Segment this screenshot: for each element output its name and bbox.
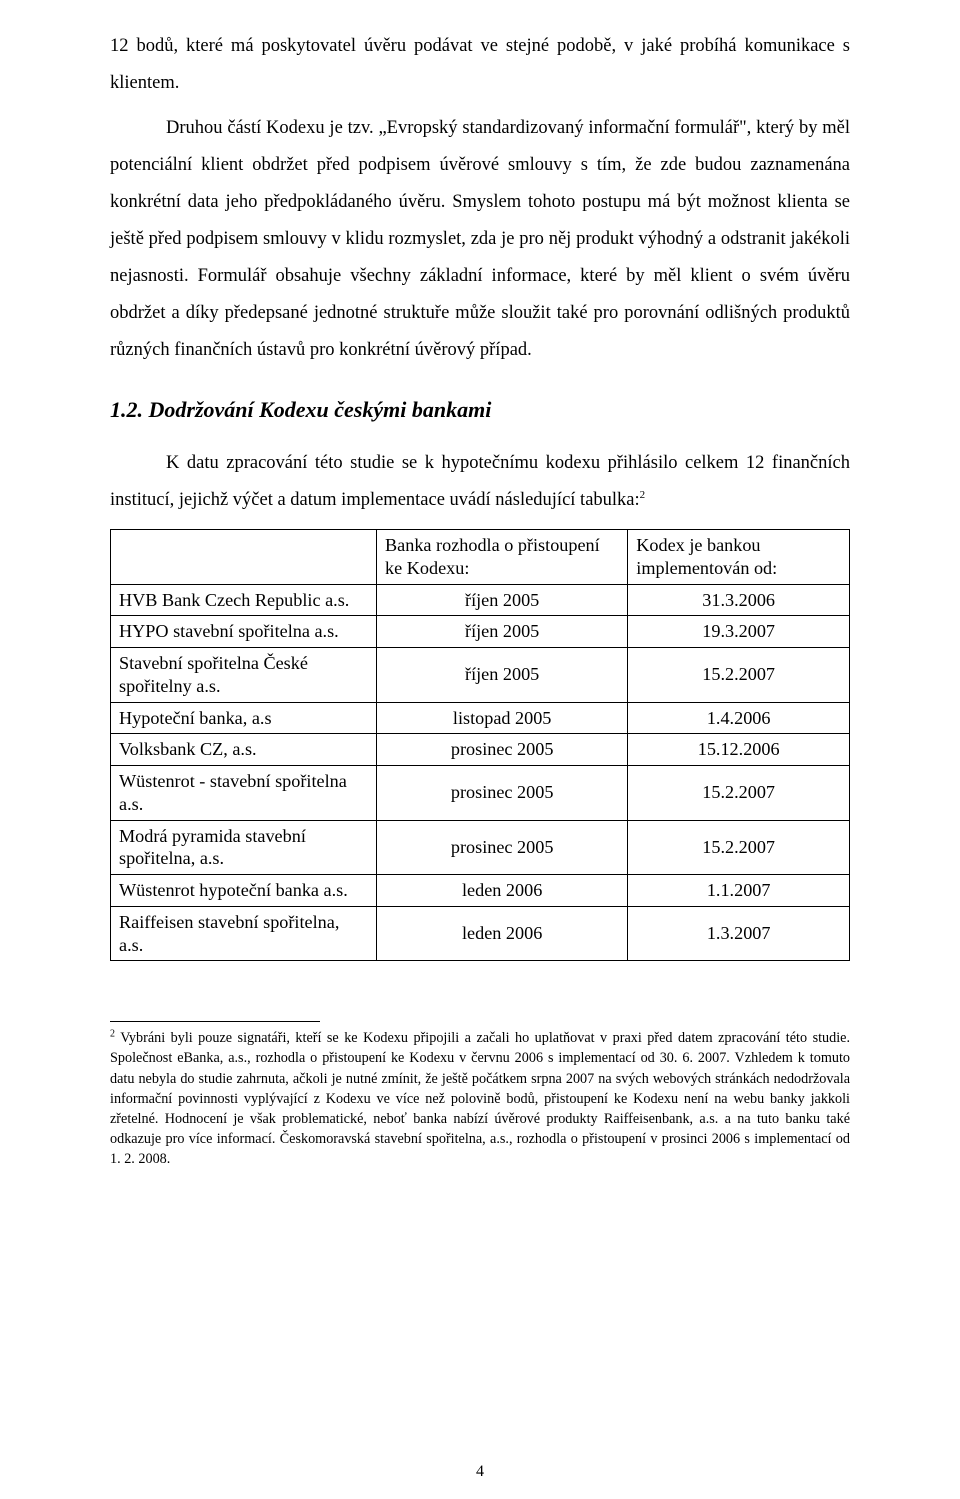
cell-bank: HYPO stavební spořitelna a.s.	[111, 616, 377, 648]
table-row: Hypoteční banka, a.s listopad 2005 1.4.2…	[111, 702, 850, 734]
table-row: Wüstenrot - stavební spořitelna a.s. pro…	[111, 766, 850, 821]
footnote-mark: 2	[110, 1029, 115, 1040]
cell-bank: Raiffeisen stavební spořitelna, a.s.	[111, 906, 377, 961]
footnote: 2 Vybráni byli pouze signatáři, kteří se…	[110, 1028, 850, 1169]
page: 12 bodů, které má poskytovatel úvěru pod…	[0, 0, 960, 1499]
cell-implemented: 1.4.2006	[628, 702, 850, 734]
footnote-text: Vybráni byli pouze signatáři, kteří se k…	[110, 1030, 850, 1167]
cell-implemented: 15.2.2007	[628, 820, 850, 875]
table-row: Wüstenrot hypoteční banka a.s. leden 200…	[111, 875, 850, 907]
cell-bank: Hypoteční banka, a.s	[111, 702, 377, 734]
cell-bank: Wüstenrot hypoteční banka a.s.	[111, 875, 377, 907]
paragraph-1: 12 bodů, které má poskytovatel úvěru pod…	[110, 28, 850, 102]
cell-decided: prosinec 2005	[377, 734, 628, 766]
cell-implemented: 1.1.2007	[628, 875, 850, 907]
cell-decided: prosinec 2005	[377, 766, 628, 821]
table-header-row: Banka rozhodla o přistoupení ke Kodexu: …	[111, 530, 850, 585]
intro-paragraph: K datu zpracování této studie se k hypot…	[110, 445, 850, 519]
cell-bank: Wüstenrot - stavební spořitelna a.s.	[111, 766, 377, 821]
page-number: 4	[0, 1463, 960, 1481]
cell-implemented: 15.12.2006	[628, 734, 850, 766]
table-row: Raiffeisen stavební spořitelna, a.s. led…	[111, 906, 850, 961]
cell-decided: říjen 2005	[377, 648, 628, 703]
paragraph-2-text: Druhou částí Kodexu je tzv. „Evropský st…	[110, 118, 850, 360]
cell-bank: Modrá pyramida stavební spořitelna, a.s.	[111, 820, 377, 875]
table-row: Modrá pyramida stavební spořitelna, a.s.…	[111, 820, 850, 875]
cell-decided: říjen 2005	[377, 616, 628, 648]
th-decided: Banka rozhodla o přistoupení ke Kodexu:	[377, 530, 628, 585]
th-bank	[111, 530, 377, 585]
cell-implemented: 1.3.2007	[628, 906, 850, 961]
cell-decided: leden 2006	[377, 906, 628, 961]
footnote-separator	[110, 1021, 320, 1022]
cell-implemented: 15.2.2007	[628, 766, 850, 821]
table-row: HYPO stavební spořitelna a.s. říjen 2005…	[111, 616, 850, 648]
cell-implemented: 31.3.2006	[628, 584, 850, 616]
cell-bank: HVB Bank Czech Republic a.s.	[111, 584, 377, 616]
table-row: HVB Bank Czech Republic a.s. říjen 2005 …	[111, 584, 850, 616]
cell-decided: listopad 2005	[377, 702, 628, 734]
cell-bank: Stavební spořitelna České spořitelny a.s…	[111, 648, 377, 703]
cell-implemented: 19.3.2007	[628, 616, 850, 648]
cell-bank: Volksbank CZ, a.s.	[111, 734, 377, 766]
cell-decided: leden 2006	[377, 875, 628, 907]
section-heading: 1.2. Dodržování Kodexu českými bankami	[110, 397, 850, 423]
paragraph-2: Druhou částí Kodexu je tzv. „Evropský st…	[110, 110, 850, 369]
cell-implemented: 15.2.2007	[628, 648, 850, 703]
th-implemented: Kodex je bankou implementován od:	[628, 530, 850, 585]
banks-table: Banka rozhodla o přistoupení ke Kodexu: …	[110, 529, 850, 961]
table-row: Volksbank CZ, a.s. prosinec 2005 15.12.2…	[111, 734, 850, 766]
intro-text: K datu zpracování této studie se k hypot…	[110, 453, 850, 510]
footnote-ref: 2	[640, 489, 646, 501]
table-row: Stavební spořitelna České spořitelny a.s…	[111, 648, 850, 703]
cell-decided: říjen 2005	[377, 584, 628, 616]
cell-decided: prosinec 2005	[377, 820, 628, 875]
